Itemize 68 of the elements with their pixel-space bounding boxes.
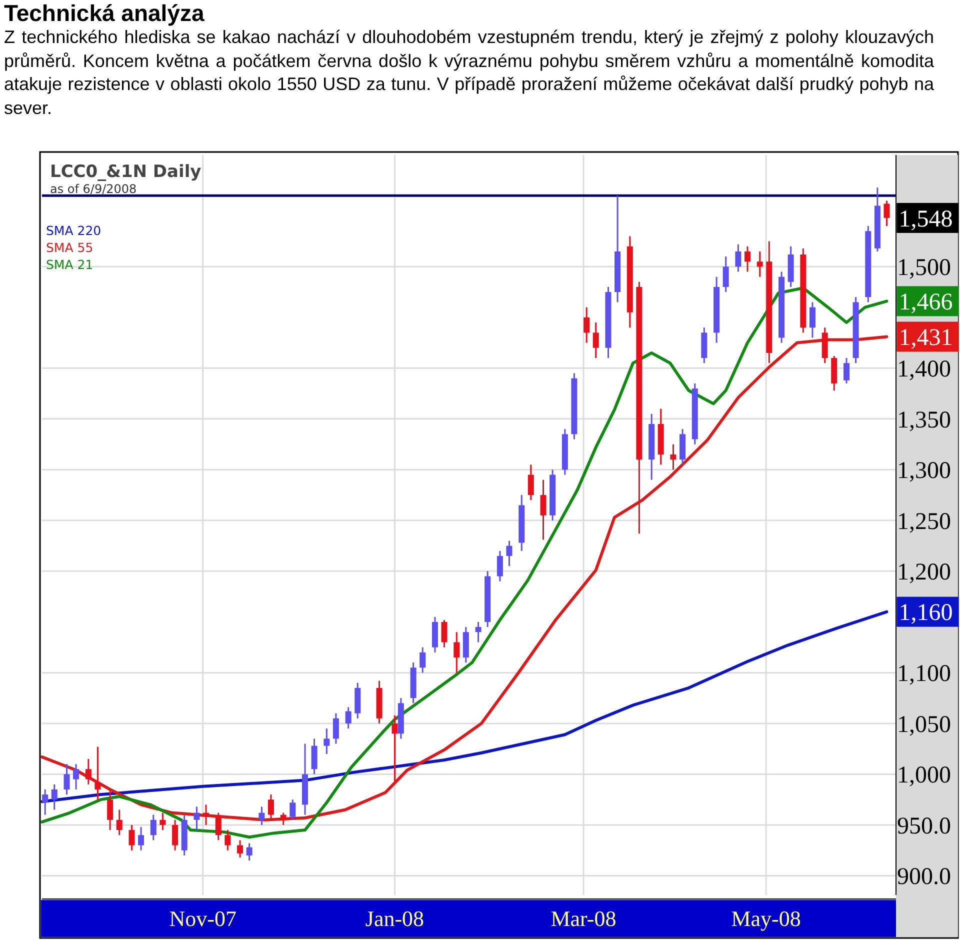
y-tick-label: 1,250 xyxy=(897,508,951,535)
candlestick xyxy=(150,814,156,841)
candlestick xyxy=(506,540,512,567)
candlestick xyxy=(441,619,448,648)
candlestick xyxy=(332,712,339,744)
text: SMA 220 xyxy=(46,223,102,238)
y-tick-label: 1,100 xyxy=(897,661,951,688)
y-tick-label: 1,300 xyxy=(897,458,951,484)
chart-subtitle: Z technického hlediska se kakao nachází v dlouhodobém vzestupném trendu, který je zřejmý z polohy klouzavých průměrů. Koncem května a počátkem června došlo k výraznému pohybu směrem vzhůru a momentálně komodita atakuje rezistence v oblasti okolo 1550 USD za tunu. V případě proražení můžeme očekávat další prudký pohyb na sever. xyxy=(4,26,934,120)
candlestick xyxy=(85,758,92,786)
y-tick-label: 1,050 xyxy=(897,712,951,738)
candlestick xyxy=(528,464,534,501)
annotation: LCC0_&1N Daily xyxy=(50,162,202,182)
candlestick xyxy=(496,550,503,582)
candlestick xyxy=(290,798,296,821)
x-tick-label: Nov-07 xyxy=(169,906,237,931)
candlestick xyxy=(735,244,742,272)
candlestick xyxy=(540,479,546,540)
annotation: as of 6/9/2008 xyxy=(50,182,137,196)
candlestick xyxy=(246,842,252,862)
candlestick xyxy=(94,746,101,800)
candlestick xyxy=(670,444,676,470)
candlestick xyxy=(160,812,166,831)
candlestick xyxy=(172,819,178,852)
candlestick xyxy=(258,806,265,826)
candlestick xyxy=(128,824,135,852)
candlestick xyxy=(454,631,460,674)
y-tick-label: 900.0 xyxy=(897,864,951,890)
candlestick xyxy=(311,738,318,775)
chart-title: Technická analýza xyxy=(4,0,206,26)
candlestick xyxy=(138,826,144,852)
candlestick xyxy=(224,829,231,852)
candlestick xyxy=(809,301,816,338)
y-tick-label: 950.0 xyxy=(897,813,951,840)
candlestick xyxy=(744,246,750,272)
candlestick xyxy=(756,250,763,278)
annotation: 1,431 xyxy=(898,325,953,352)
y-tick-label: 1,500 xyxy=(897,255,951,282)
candlestick xyxy=(392,714,398,782)
y-tick-label: 1,000 xyxy=(897,762,951,789)
candlestick xyxy=(475,621,482,643)
x-tick-label: Mar-08 xyxy=(550,906,616,931)
candlestick xyxy=(194,806,200,831)
candlestick xyxy=(324,728,330,755)
text: SMA 55 xyxy=(46,240,94,255)
candlestick xyxy=(116,808,122,836)
annotation: 1,160 xyxy=(898,600,953,626)
candlestick xyxy=(73,763,80,790)
candlestick xyxy=(592,322,599,359)
candlestick xyxy=(42,788,48,816)
candlestick xyxy=(843,357,850,384)
candlestick xyxy=(584,306,590,344)
candlestick xyxy=(722,256,729,293)
line-series xyxy=(40,610,888,804)
candlestick xyxy=(51,784,58,810)
y-tick-label: 1,200 xyxy=(897,560,951,586)
candlestick xyxy=(64,763,70,796)
y-tick-label: 1,400 xyxy=(897,356,951,383)
candlestick xyxy=(884,200,890,227)
candlestick xyxy=(420,646,426,674)
y-tick-label: 1,350 xyxy=(897,407,951,434)
candlestick xyxy=(345,706,352,730)
annotation: 1,548 xyxy=(898,206,953,232)
x-tick-label: May-08 xyxy=(731,906,801,931)
text: SMA 21 xyxy=(46,257,94,272)
x-tick-label: Jan-08 xyxy=(365,906,424,931)
annotation: 1,466 xyxy=(898,290,953,316)
candlestick xyxy=(237,839,244,858)
